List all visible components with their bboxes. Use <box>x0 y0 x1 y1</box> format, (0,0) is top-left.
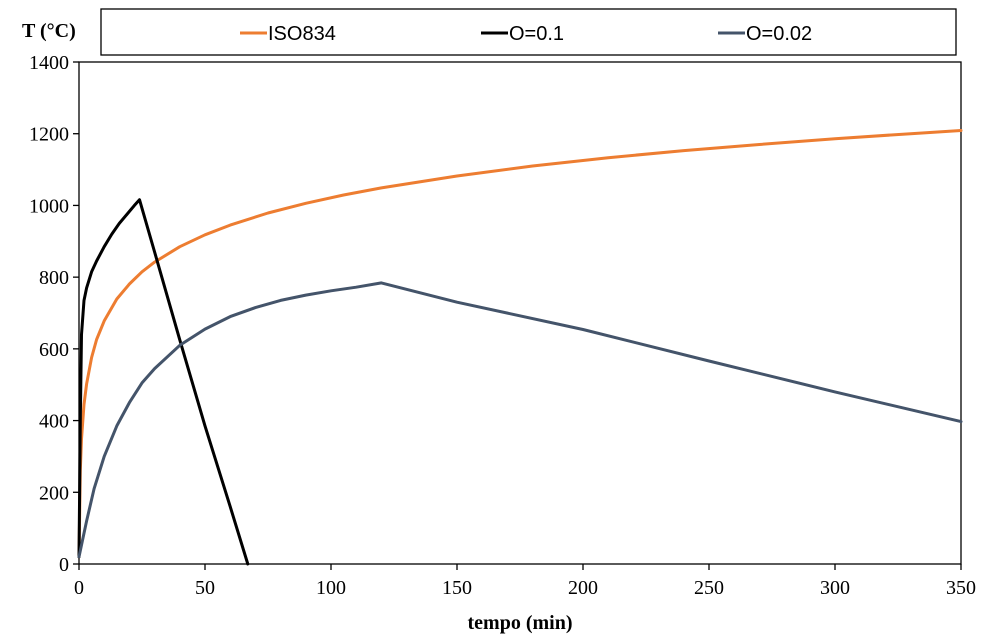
y-tick-label: 1200 <box>29 124 69 146</box>
legend: ISO834 O=0.1 O=0.02 <box>100 8 957 56</box>
y-tick-label: 1400 <box>29 52 69 74</box>
x-axis-title: tempo (min) <box>468 612 573 634</box>
y-axis-title: T (°C) <box>22 20 76 42</box>
legend-label: O=0.1 <box>509 23 564 45</box>
x-tick-label: 250 <box>694 577 724 599</box>
x-tick-label: 100 <box>316 577 346 599</box>
series-line-1 <box>77 198 250 566</box>
y-tick-label: 200 <box>39 482 69 504</box>
x-tick-label: 50 <box>195 577 215 599</box>
y-tick-label: 0 <box>59 554 69 576</box>
legend-label: ISO834 <box>268 23 336 45</box>
y-tick-label: 400 <box>39 411 69 433</box>
x-tick-label: 200 <box>568 577 598 599</box>
series-line-2 <box>77 281 963 559</box>
plot-area-border <box>78 61 962 565</box>
x-tick-label: 0 <box>74 577 84 599</box>
series-line-0 <box>77 129 963 559</box>
x-tick-label: 350 <box>946 577 976 599</box>
x-tick-label: 300 <box>820 577 850 599</box>
y-tick-label: 1000 <box>29 195 69 217</box>
y-tick-label: 800 <box>39 267 69 289</box>
x-tick-label: 150 <box>442 577 472 599</box>
y-tick-label: 600 <box>39 339 69 361</box>
legend-label: O=0.02 <box>746 23 812 45</box>
